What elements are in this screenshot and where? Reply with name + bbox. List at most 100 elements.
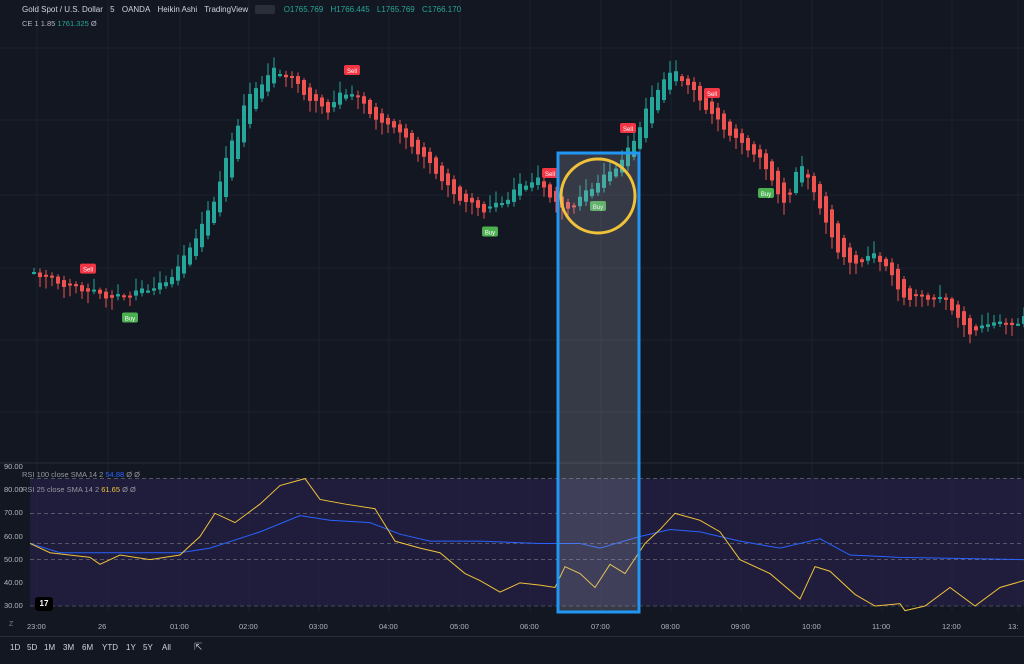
candle-body — [416, 139, 420, 155]
candle-body — [374, 106, 378, 120]
candle-body — [116, 294, 120, 297]
candle-body — [608, 171, 612, 182]
zoom-icon[interactable]: Z — [9, 621, 14, 628]
candle-body — [236, 125, 240, 160]
timeframe-button-5y[interactable]: 5Y — [143, 643, 153, 652]
signal-badge-bg — [122, 312, 138, 323]
candle-body — [446, 173, 450, 186]
candle-body — [512, 189, 516, 202]
candle-body — [440, 165, 444, 182]
highlight-shade — [558, 153, 639, 612]
candle-body — [572, 205, 576, 208]
symbol-legend[interactable]: Gold Spot / U.S. Dollar 5 OANDA Heikin A… — [22, 5, 466, 15]
time-axis-label: 01:00 — [170, 622, 189, 631]
candle-body — [692, 81, 696, 91]
ce-indicator-value: 1761.325 — [57, 19, 89, 28]
candle-body — [848, 247, 852, 263]
candle-body — [698, 85, 702, 101]
candle-body — [428, 151, 432, 164]
candle-body — [380, 113, 384, 123]
timeframe-button-ytd[interactable]: YTD — [102, 643, 118, 652]
timeframe-button-5d[interactable]: 5D — [27, 643, 38, 652]
candle-body — [458, 186, 462, 201]
broker-label: OANDA — [121, 5, 151, 14]
candle-body — [140, 288, 144, 294]
candle-body — [776, 170, 780, 195]
candle-body — [668, 72, 672, 90]
candle-body — [920, 294, 924, 297]
candle-body — [44, 274, 48, 277]
candle-body — [494, 202, 498, 208]
timeframe-button-1m[interactable]: 1M — [44, 643, 56, 652]
candle-body — [50, 275, 54, 278]
candle-body — [110, 295, 114, 298]
symbol-title: Gold Spot / U.S. Dollar — [22, 5, 103, 14]
time-axis-label: 13: — [1008, 622, 1019, 631]
candle-body — [932, 297, 936, 300]
rsi25-line — [29, 478, 1024, 612]
candle-body — [596, 183, 600, 193]
highlight-box — [556, 151, 641, 614]
candle-body — [224, 157, 228, 197]
candle-body — [392, 121, 396, 128]
candle-body — [614, 168, 618, 177]
rsi-band — [30, 478, 1024, 606]
source-label: TradingView — [204, 5, 249, 14]
rsi25-suffix: Ø Ø — [122, 485, 136, 494]
candle-body — [800, 166, 804, 183]
signal-badge-label: Sell — [83, 268, 93, 274]
candle-body — [206, 210, 210, 236]
sell-signal-badge: Sell — [620, 123, 636, 133]
candle-body — [926, 295, 930, 300]
candle-body — [338, 92, 342, 105]
signal-badge-label: Buy — [125, 317, 135, 323]
signal-badge-bg — [704, 88, 720, 98]
candle-body — [812, 175, 816, 193]
candle-body — [602, 174, 606, 188]
signal-badge-label: Sell — [347, 69, 357, 75]
signal-badge-label: Buy — [761, 192, 771, 198]
candle-body — [872, 253, 876, 259]
candle-body — [314, 94, 318, 101]
rsi-axis-label: 60.00 — [4, 531, 23, 541]
calendar-icon[interactable]: ⇱ — [194, 642, 203, 653]
candle-body — [830, 209, 834, 238]
time-axis-label: 10:00 — [802, 622, 821, 631]
candle-body — [890, 262, 894, 276]
candle-body — [104, 291, 108, 299]
signal-badge-bg — [80, 263, 96, 274]
candle-body — [32, 272, 36, 274]
candle-body — [944, 297, 948, 300]
buy-signal-badge: Buy — [758, 188, 774, 198]
candle-body — [188, 247, 192, 265]
rsi100-legend[interactable]: RSI 100 close SMA 14 2 54.88 Ø Ø — [22, 470, 140, 479]
time-axis-label: 07:00 — [591, 622, 610, 631]
signal-badge-label: Buy — [593, 205, 603, 211]
candle-body — [476, 200, 480, 208]
time-axis-label: 26 — [98, 622, 107, 631]
candle-body — [176, 266, 180, 281]
candle-body — [242, 105, 246, 143]
visibility-toggle-icon[interactable] — [255, 5, 276, 15]
signal-badge-bg — [542, 168, 558, 178]
timeframe-button-1d[interactable]: 1D — [10, 643, 21, 652]
sell-signal-badge: Sell — [704, 88, 720, 98]
signal-badge-bg — [344, 65, 360, 75]
candle-body — [260, 84, 264, 99]
ohlc-low: L1765.769 — [376, 5, 415, 14]
candle-body — [404, 128, 408, 138]
candle-body — [320, 97, 324, 107]
timeframe-button-3m[interactable]: 3M — [63, 643, 75, 652]
candle-body — [518, 183, 522, 196]
timeframe-button-6m[interactable]: 6M — [82, 643, 94, 652]
candle-body — [500, 203, 504, 206]
rsi25-legend[interactable]: RSI 25 close SMA 14 2 61.65 Ø Ø — [22, 485, 136, 494]
timeframe-button-1y[interactable]: 1Y — [126, 643, 136, 652]
ce-indicator-label: CE 1 1.85 — [22, 19, 56, 28]
candle-body — [152, 288, 156, 291]
timeframe-button-all[interactable]: All — [162, 643, 171, 652]
candle-body — [68, 283, 72, 286]
ce-indicator-legend[interactable]: CE 1 1.85 1761.325 Ø — [22, 19, 97, 28]
